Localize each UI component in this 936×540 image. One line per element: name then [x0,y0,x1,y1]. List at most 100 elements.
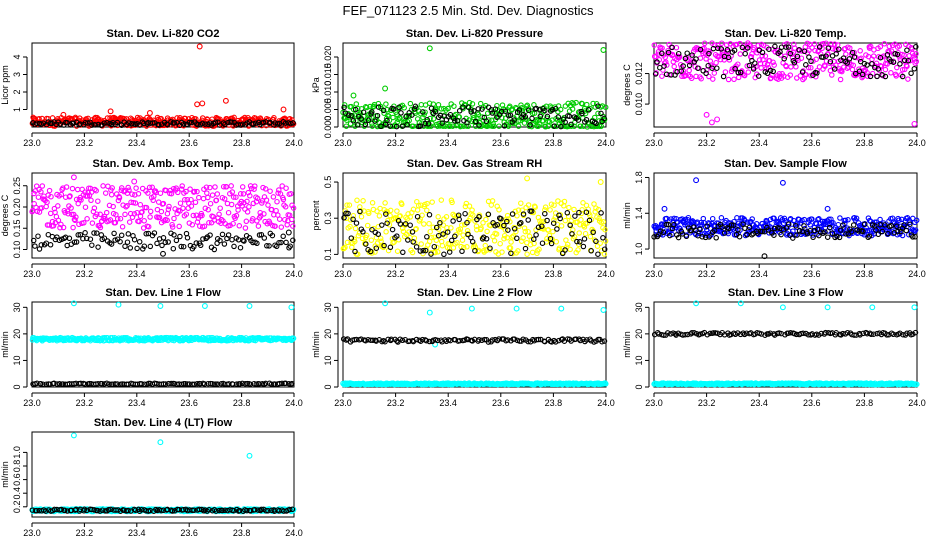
data-point [440,231,446,237]
data-point [460,104,466,110]
y-tick-label: 0.20 [12,198,22,216]
data-point [735,227,741,233]
data-point [472,244,479,250]
data-point [419,212,425,219]
data-point-outlier [222,97,229,104]
data-point [175,189,181,196]
data-point [823,40,829,46]
data-point [58,221,64,228]
data-point [78,197,84,203]
data-point [511,117,517,123]
data-point [861,60,868,67]
data-point [796,227,803,234]
y-tick-label: 30 [323,302,333,312]
data-point [104,119,110,126]
data-point [100,183,106,189]
data-point [800,76,806,83]
data-point-outlier [285,229,292,236]
data-point [544,113,551,120]
data-point [706,234,712,240]
x-tick-label: 23.8 [856,398,874,408]
data-point [244,209,251,215]
data-point [489,337,496,343]
data-point [549,106,556,113]
data-point [137,201,144,208]
data-point [229,189,236,195]
data-point [842,217,849,224]
data-point [602,380,608,386]
y-tick-label: 0.010 [323,81,333,104]
data-point [118,122,125,128]
data-point [397,115,403,121]
y-axis: 0.100.150.200.25 [12,177,28,258]
data-point [907,221,913,227]
data-point [125,184,131,191]
data-point [550,228,556,235]
x-tick-label: 23.0 [23,269,41,279]
data-point [844,225,851,231]
series-points [340,175,609,258]
data-point [149,184,155,191]
data-point [443,214,450,220]
data-point [778,231,784,238]
data-point-outlier [196,43,203,50]
data-point [201,381,208,387]
data-point [358,213,365,220]
data-point [732,66,738,72]
data-point [124,239,131,245]
panel-title: Stan. Dev. Line 4 (LT) Flow [94,417,233,429]
data-point [478,225,484,231]
data-point [806,54,812,60]
data-point [756,57,763,63]
data-point [521,225,528,231]
data-point [520,336,526,343]
data-point [551,217,557,223]
data-point [777,49,783,55]
panel-frame [31,172,295,259]
data-point [542,207,548,213]
data-point [505,227,511,233]
data-point [864,69,870,76]
data-point-outlier [597,179,604,185]
data-point [464,244,470,250]
data-point [429,120,435,127]
data-point [57,121,64,127]
data-point [406,229,412,235]
data-point [496,207,502,213]
data-point-outlier [661,205,668,212]
data-point [134,245,140,252]
data-point [183,188,189,195]
data-point [785,44,792,50]
data-point [566,204,572,211]
data-point [398,110,404,116]
data-point [843,231,849,237]
data-point [288,216,295,223]
data-point [744,63,750,69]
data-point [786,47,793,53]
data-point [221,241,228,247]
data-point [347,217,354,223]
data-point [207,200,214,207]
data-point [341,245,347,252]
data-point [358,116,364,122]
data-point [290,335,297,342]
data-point [271,114,277,121]
data-point [247,193,253,199]
data-point [263,197,270,203]
data-point [369,109,375,115]
data-point [289,380,295,387]
data-point [290,336,296,342]
data-point [254,240,260,247]
data-point [125,231,132,237]
data-point [90,208,97,215]
data-point [42,508,49,514]
data-point [707,330,713,337]
data-point [165,239,171,245]
data-point [791,59,798,66]
data-point [39,183,46,189]
data-point [824,234,831,240]
data-point [126,187,132,193]
series-points [29,300,297,388]
data-point [378,238,384,245]
data-point [571,206,577,213]
